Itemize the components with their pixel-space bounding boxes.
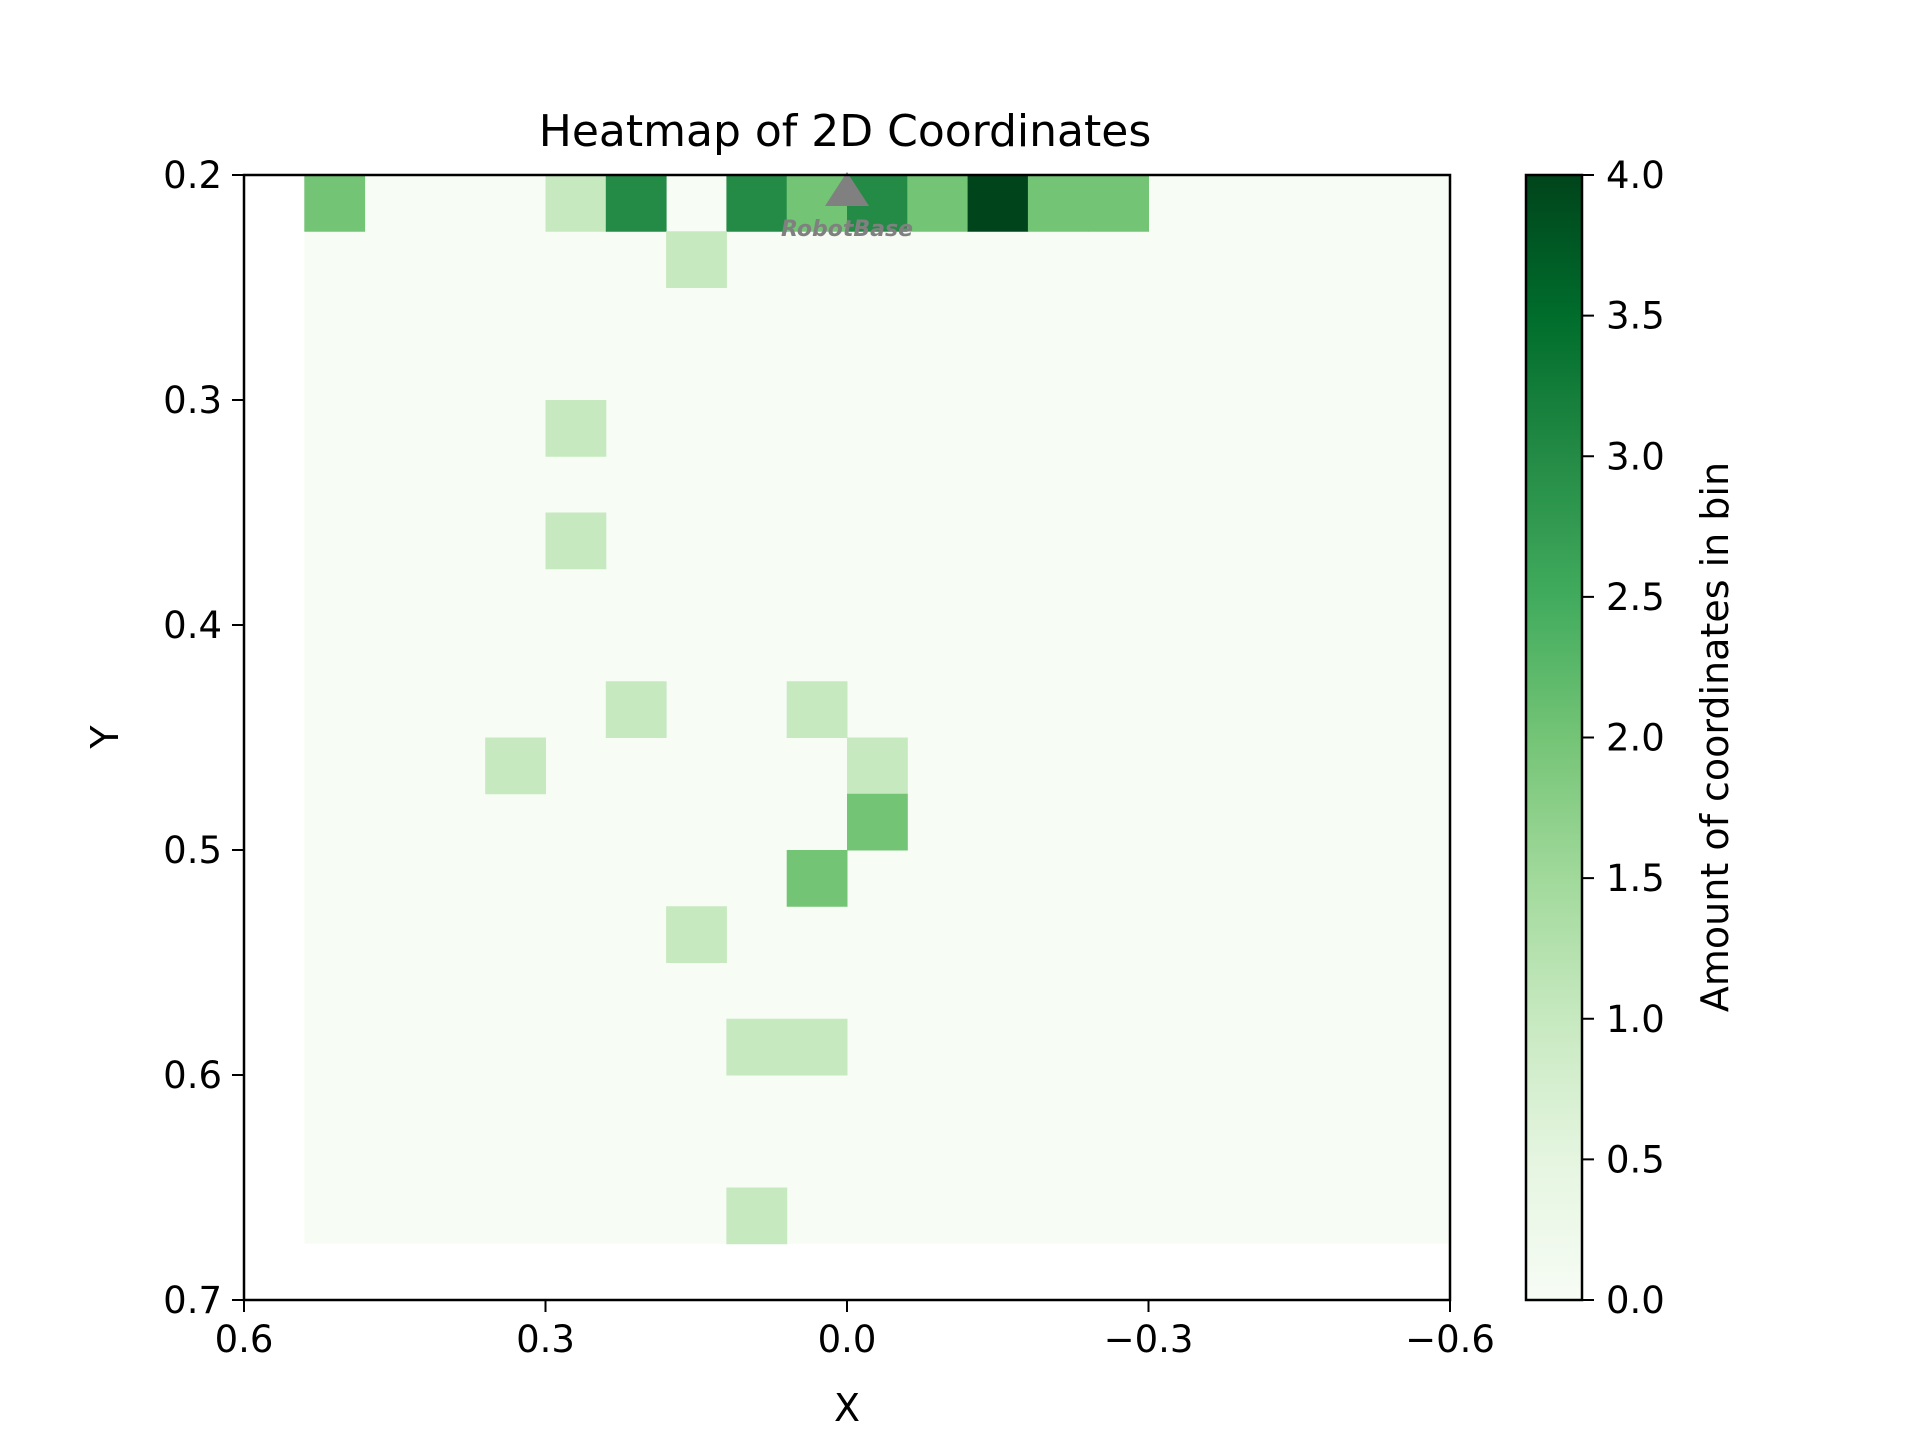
colorbar-tick-label: 0.0 <box>1606 1279 1665 1322</box>
heatmap-cell <box>847 793 908 851</box>
x-tick-label: −0.6 <box>1405 1318 1495 1361</box>
heatmap-cell <box>485 737 546 795</box>
heatmap-cell <box>967 175 1029 232</box>
colorbar <box>1524 173 1584 1302</box>
y-tick-label: 0.7 <box>163 1279 222 1322</box>
heatmap-zero-region <box>304 175 1450 1244</box>
colorbar-ticks: 0.0 0.5 1.0 1.5 2.0 2.5 3.0 3.5 4.0 <box>1582 154 1665 1322</box>
colorbar-tick-label: 1.0 <box>1606 998 1665 1041</box>
annotation-layer: RobotBase <box>781 172 913 242</box>
y-tick-label: 0.3 <box>163 379 222 422</box>
robot-base-marker <box>825 172 869 206</box>
y-tick-label: 0.5 <box>163 829 222 872</box>
heatmap-cell <box>786 850 848 907</box>
y-axis-label: Y <box>83 725 127 750</box>
heatmap-cell <box>726 175 788 232</box>
heatmap-cell <box>786 1018 848 1076</box>
y-tick-label: 0.6 <box>163 1054 222 1097</box>
heatmap-cell <box>666 906 727 963</box>
heatmap-cell <box>304 175 366 232</box>
robot-base-label: RobotBase <box>781 217 913 242</box>
y-tick-label: 0.2 <box>163 154 222 197</box>
x-axis-label: X <box>834 1386 860 1430</box>
x-tick-label: 0.3 <box>516 1318 575 1361</box>
colorbar-tick-label: 0.5 <box>1606 1138 1665 1181</box>
heatmap-cell <box>1027 175 1089 232</box>
x-tick-label: 0.0 <box>818 1318 877 1361</box>
colorbar-tick-label: 1.5 <box>1606 857 1665 900</box>
x-axis-ticks: 0.6 0.3 0.0 −0.3 −0.6 <box>215 1300 1495 1361</box>
colorbar-tick-label: 3.0 <box>1606 435 1665 478</box>
heatmap-cell <box>545 175 607 232</box>
colorbar-label: Amount of coordinates in bin <box>1693 462 1737 1012</box>
y-axis-ticks: 0.2 0.3 0.4 0.5 0.6 0.7 <box>163 154 244 1322</box>
heatmap-cell <box>666 231 727 288</box>
colorbar-tick-label: 3.5 <box>1606 295 1665 338</box>
x-tick-label: −0.3 <box>1104 1318 1194 1361</box>
heatmap-cell <box>545 400 607 457</box>
colorbar-tick-label: 2.0 <box>1606 717 1665 760</box>
heatmap-cell <box>605 175 667 232</box>
heatmap-cell <box>726 1187 788 1245</box>
colorbar-tick-label: 4.0 <box>1606 154 1665 197</box>
chart-title: Heatmap of 2D Coordinates <box>539 106 1152 157</box>
heatmap-cell <box>1088 175 1149 232</box>
colorbar-tick-label: 2.5 <box>1606 576 1665 619</box>
heatmap-cell <box>847 737 908 795</box>
y-tick-label: 0.4 <box>163 604 222 647</box>
heatmap-cells <box>304 175 1450 1245</box>
heatmap-cell <box>545 512 607 570</box>
heatmap-cell <box>907 175 969 232</box>
heatmap-cell <box>605 681 667 738</box>
heatmap-cell <box>726 1018 788 1076</box>
x-tick-label: 0.6 <box>215 1318 274 1361</box>
heatmap-cell <box>786 681 848 738</box>
